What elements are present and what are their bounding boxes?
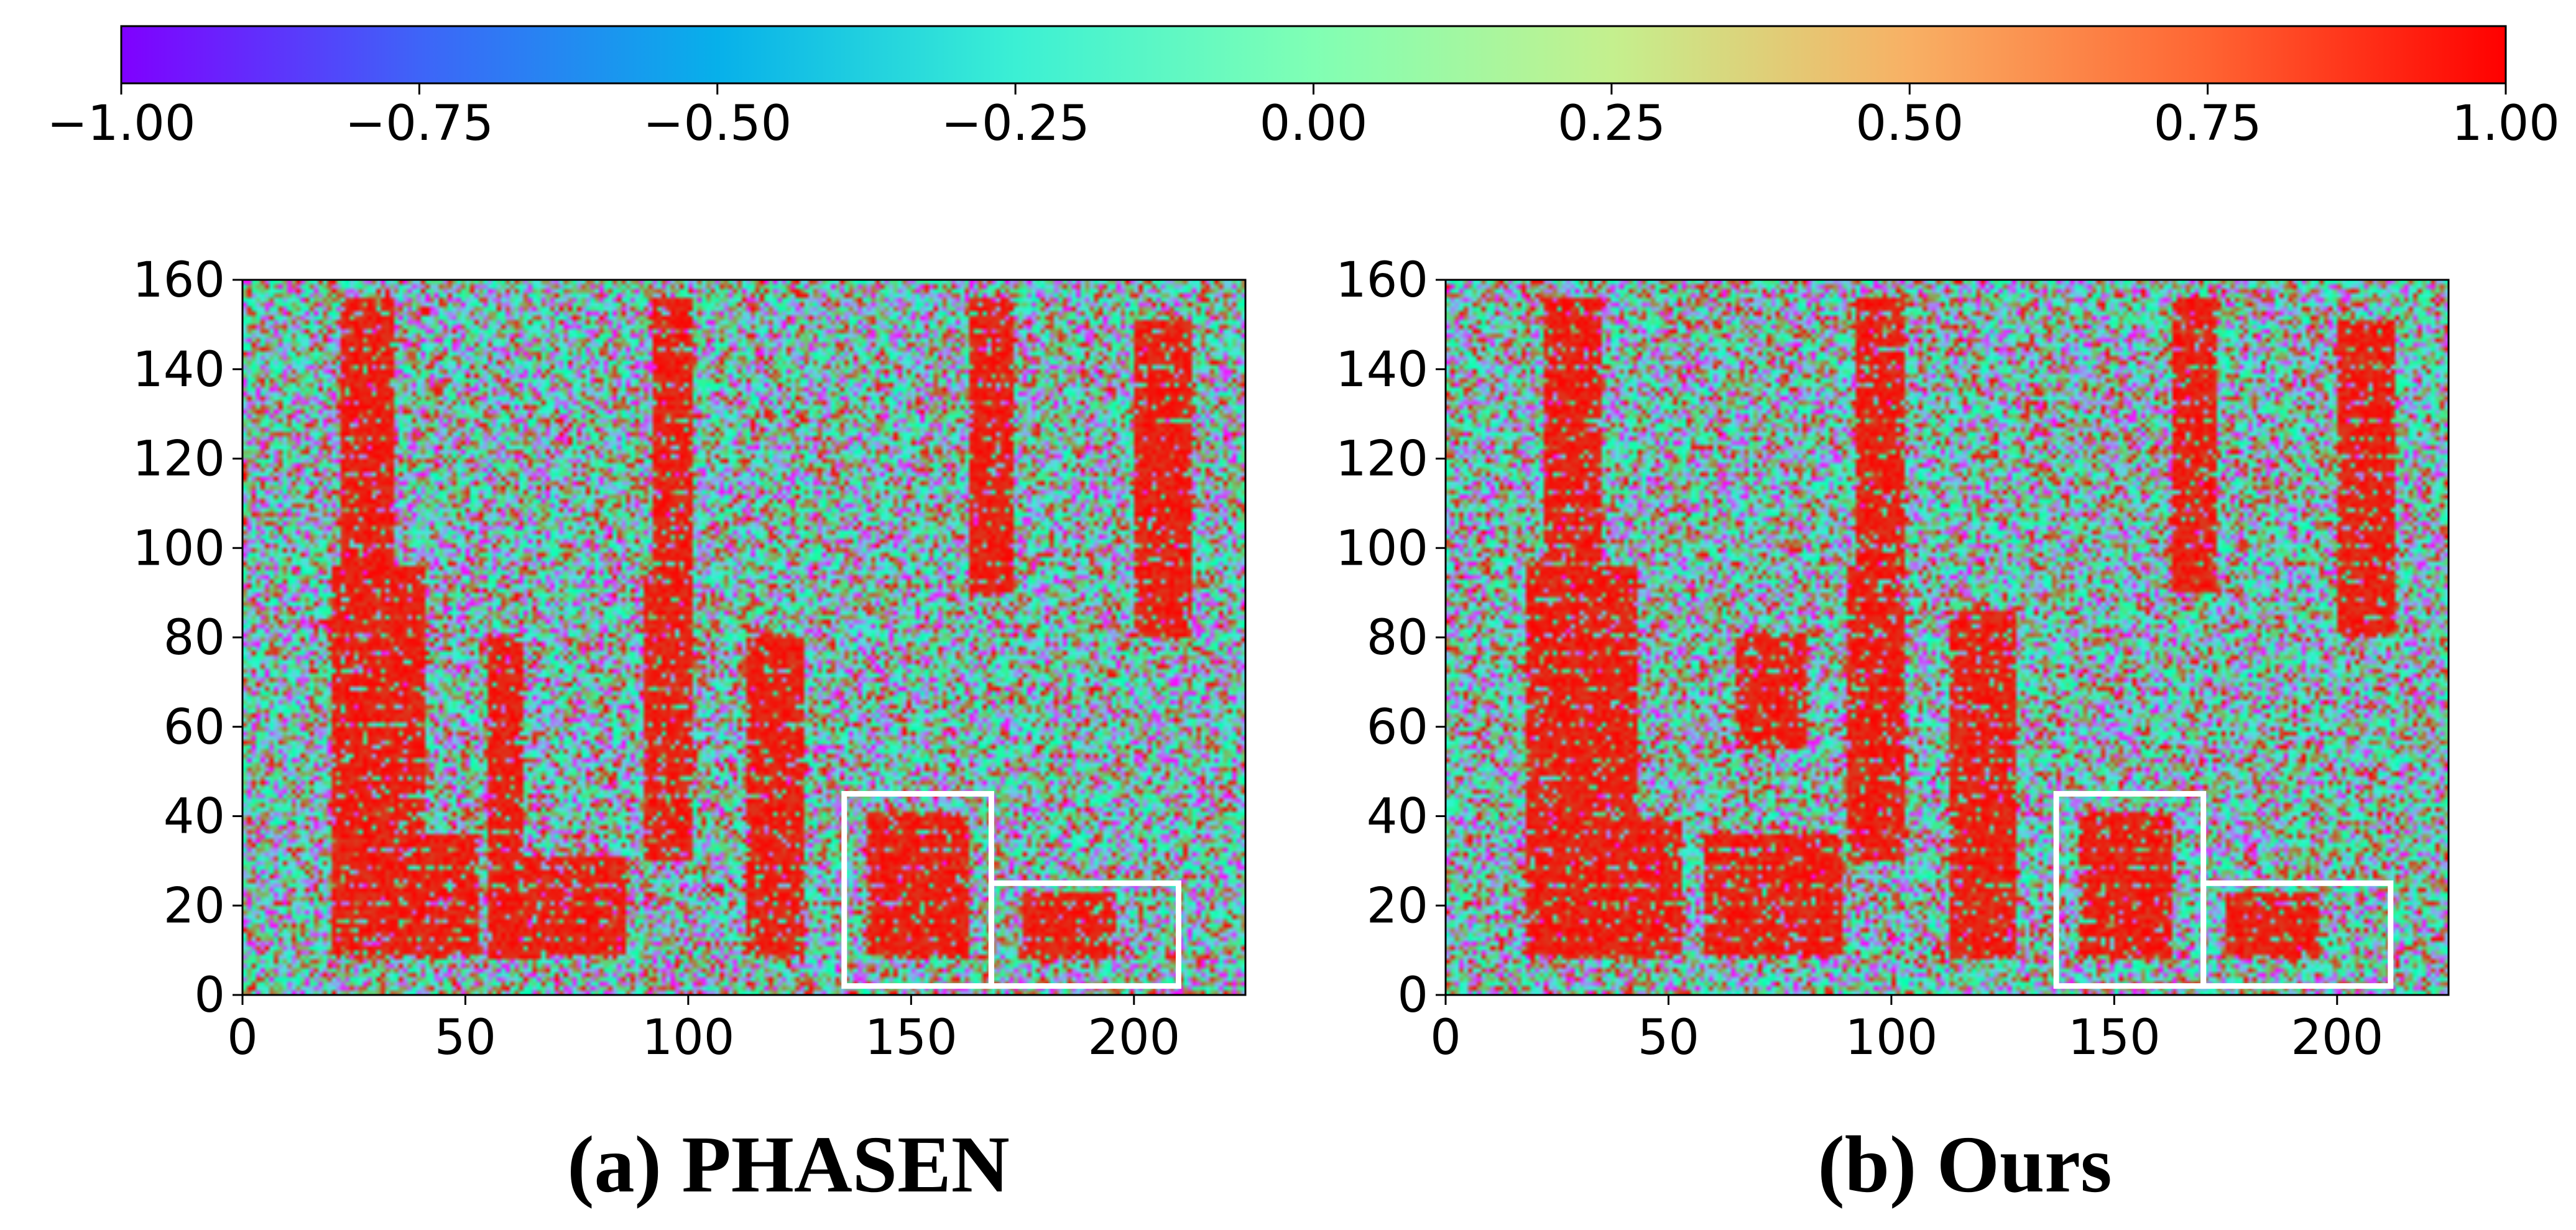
heatmap-image-phasen [242,280,1245,995]
x-tick-label: 150 [865,1010,958,1066]
x-tick-label: 200 [2291,1010,2383,1066]
y-tick-label: 80 [164,610,225,666]
highlight-boxes-ours [2053,791,2394,989]
highlight-box [988,880,1181,989]
colorbar-tick-label: 0.00 [1260,96,1368,152]
y-tick-label: 20 [1367,878,1428,934]
colorbar-tick-label: 0.75 [2154,96,2262,152]
colorbar-tick-label: 0.50 [1855,96,1964,152]
y-tick-label: 20 [164,878,225,934]
colorbar-tick-label: −0.25 [941,96,1090,152]
colorbar: −1.00 −0.75 −0.50 −0.25 0.00 0.25 0.50 0.75 1.00 [47,25,2560,152]
x-tick-label: 100 [1845,1010,1937,1066]
x-ticks-phasen: 0 50 100 150 200 [227,995,1180,1066]
y-tick-label: 120 [132,432,225,488]
colorbar-tick-label: −0.50 [643,96,792,152]
y-tick-label: 0 [1397,968,1428,1024]
colorbar-tick-label: −0.75 [345,96,494,152]
heatmap-image-ours [1446,280,2449,995]
y-tick-label: 160 [1336,252,1428,308]
y-ticks-phasen: 0 20 40 60 80 100 120 140 160 [132,252,242,1024]
heatmap-panel-ours: 0 50 100 150 200 0 20 40 60 80 100 120 140 160 [1336,252,2450,1066]
y-tick-label: 80 [1367,610,1428,666]
y-tick-label: 0 [194,968,225,1024]
x-tick-label: 0 [1430,1010,1461,1066]
x-tick-label: 50 [1638,1010,1699,1066]
y-tick-label: 60 [164,700,225,756]
y-tick-label: 60 [1367,700,1428,756]
colorbar-tick-label: 1.00 [2452,96,2560,152]
y-tick-label: 160 [132,252,225,308]
x-tick-label: 150 [2068,1010,2161,1066]
y-tick-label: 100 [1336,520,1428,576]
y-ticks-ours: 0 20 40 60 80 100 120 140 160 [1336,252,1446,1024]
y-tick-label: 40 [1367,789,1428,845]
x-tick-label: 100 [642,1010,734,1066]
colorbar-tick-label: 0.25 [1558,96,1666,152]
y-tick-label: 120 [1336,432,1428,488]
caption-phasen: (a) PHASEN [567,1120,1010,1209]
colorbar-tick-label: −1.00 [47,96,195,152]
y-tick-label: 40 [164,789,225,845]
heatmap-panel-phasen: 0 50 100 150 200 0 20 40 60 80 100 120 140 160 [132,252,1247,1066]
x-ticks-ours: 0 50 100 150 200 [1430,995,2383,1066]
highlight-box [2200,880,2394,989]
y-tick-label: 140 [132,342,225,398]
colorbar-gradient [120,25,2507,85]
colorbar-ticks: −1.00 −0.75 −0.50 −0.25 0.00 0.25 0.50 0.75 1.00 [47,83,2560,152]
caption-ours: (b) Ours [1817,1120,2112,1209]
x-tick-label: 50 [435,1010,496,1066]
highlight-boxes-phasen [841,791,1181,989]
x-tick-label: 0 [227,1010,258,1066]
x-tick-label: 200 [1087,1010,1180,1066]
y-tick-label: 140 [1336,342,1428,398]
y-tick-label: 100 [132,520,225,576]
